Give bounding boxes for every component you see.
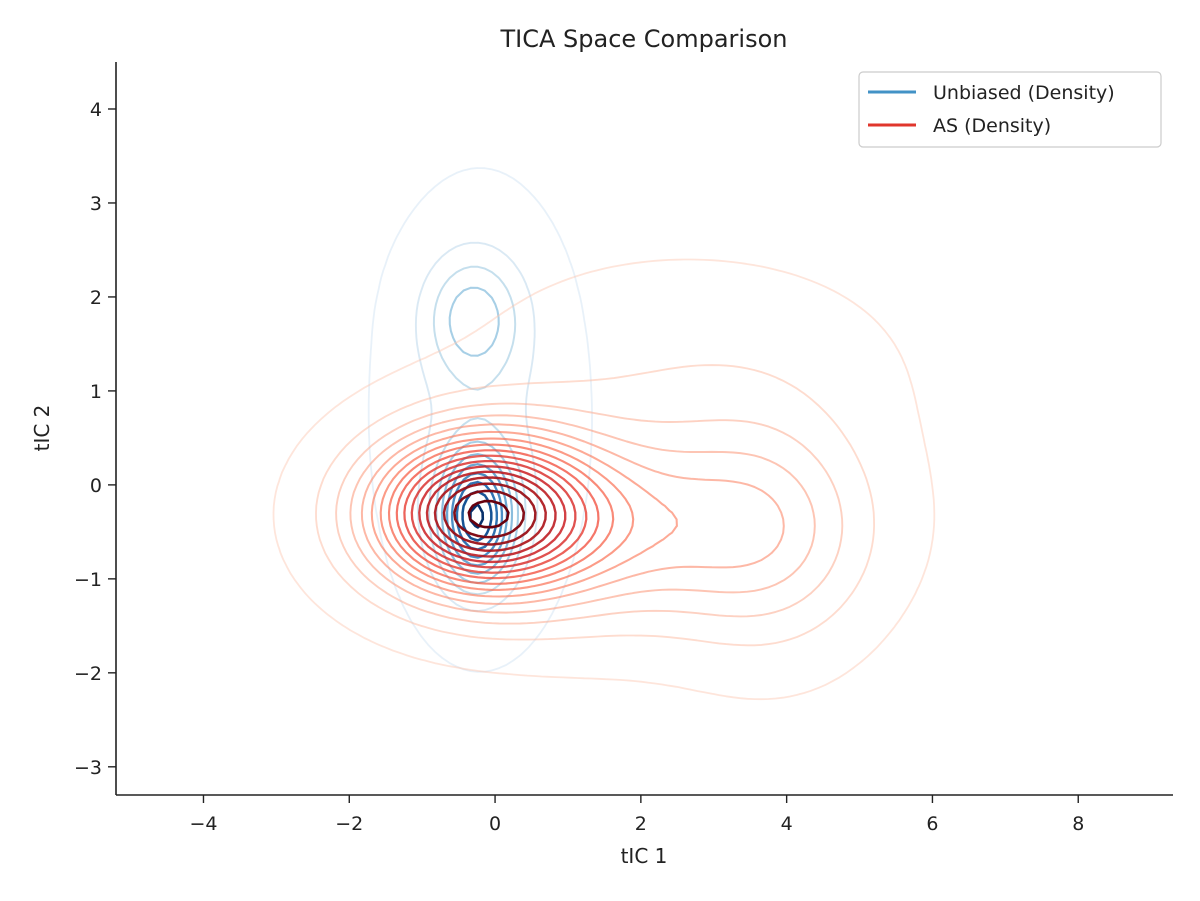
as-density-contours	[272, 258, 936, 701]
legend-label-as: AS (Density)	[933, 115, 1051, 137]
x-tick-label: 8	[1072, 813, 1084, 835]
as-density-contour-level	[403, 454, 588, 574]
x-axis-title: tIC 1	[621, 844, 668, 868]
y-tick-label: 0	[90, 475, 102, 497]
y-tick-label: 4	[90, 99, 102, 121]
x-axis-ticks: −4 −2 0 2 4 6 8	[189, 795, 1084, 835]
y-axis-ticks: −3 −2 −1 0 1 2 3 4	[74, 99, 116, 779]
as-density-contour-level	[379, 437, 635, 591]
as-density-contour-level	[315, 364, 876, 647]
x-tick-label: 6	[926, 813, 938, 835]
y-tick-label: 1	[90, 381, 102, 403]
as-density-contour-level	[433, 476, 547, 552]
as-density-contour-level	[425, 470, 557, 558]
y-tick-label: −2	[74, 663, 102, 685]
as-density-contour-level	[410, 459, 577, 569]
as-density-contour-level	[442, 482, 537, 546]
x-tick-label: −2	[335, 813, 363, 835]
y-axis-title: tIC 2	[30, 405, 54, 452]
as-density-contour-level	[467, 499, 510, 529]
legend-box	[858, 71, 1162, 148]
x-tick-label: 0	[489, 813, 501, 835]
y-tick-label: −1	[74, 569, 102, 591]
as-density-contour-level	[387, 443, 615, 585]
as-density-contour-level	[335, 402, 844, 625]
y-tick-label: 3	[90, 193, 102, 215]
legend: Unbiased (Density) AS (Density)	[858, 71, 1162, 148]
y-tick-label: 2	[90, 287, 102, 309]
as-density-contour-level	[395, 449, 600, 580]
as-density-contour-level	[370, 430, 678, 598]
x-tick-label: 2	[635, 813, 647, 835]
as-density-contour-level	[272, 258, 936, 701]
as-density-contour-level	[418, 465, 567, 564]
legend-label-unbiased: Unbiased (Density)	[933, 82, 1115, 104]
as-density-contour-level	[360, 423, 785, 605]
x-tick-label: 4	[781, 813, 793, 835]
as-density-contour-level	[349, 414, 816, 614]
y-tick-label: −3	[74, 757, 102, 779]
as-density-contour-level	[453, 489, 526, 539]
x-tick-label: −4	[189, 813, 217, 835]
chart-title: TICA Space Comparison	[499, 25, 787, 53]
